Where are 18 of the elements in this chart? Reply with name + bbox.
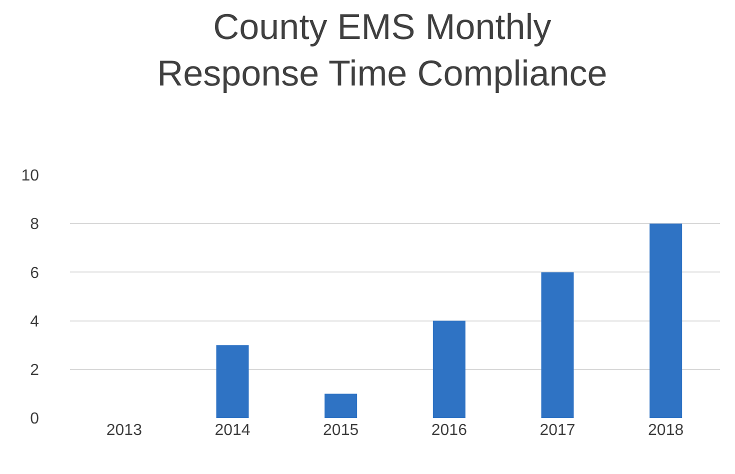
bar — [541, 272, 574, 418]
chart-title: County EMS Monthly Response Time Compliance — [157, 6, 608, 94]
y-tick-label: 0 — [30, 410, 40, 428]
y-tick-label: 4 — [30, 313, 40, 330]
bar — [650, 224, 682, 418]
x-tick-label: 2018 — [648, 422, 684, 439]
x-tick-label: 2016 — [431, 422, 468, 439]
x-tick-label: 2014 — [214, 422, 250, 439]
y-tick-label: 10 — [21, 168, 40, 185]
y-tick-label: 6 — [30, 264, 40, 282]
y-tick-label: 8 — [30, 216, 40, 234]
bar — [324, 394, 358, 418]
x-tick-label: 2017 — [540, 422, 576, 439]
y-tick-label: 2 — [30, 362, 40, 379]
x-tick-label: 2015 — [323, 422, 359, 439]
bar — [216, 345, 249, 418]
x-tick-label: 2013 — [106, 422, 142, 439]
bar — [432, 320, 466, 418]
